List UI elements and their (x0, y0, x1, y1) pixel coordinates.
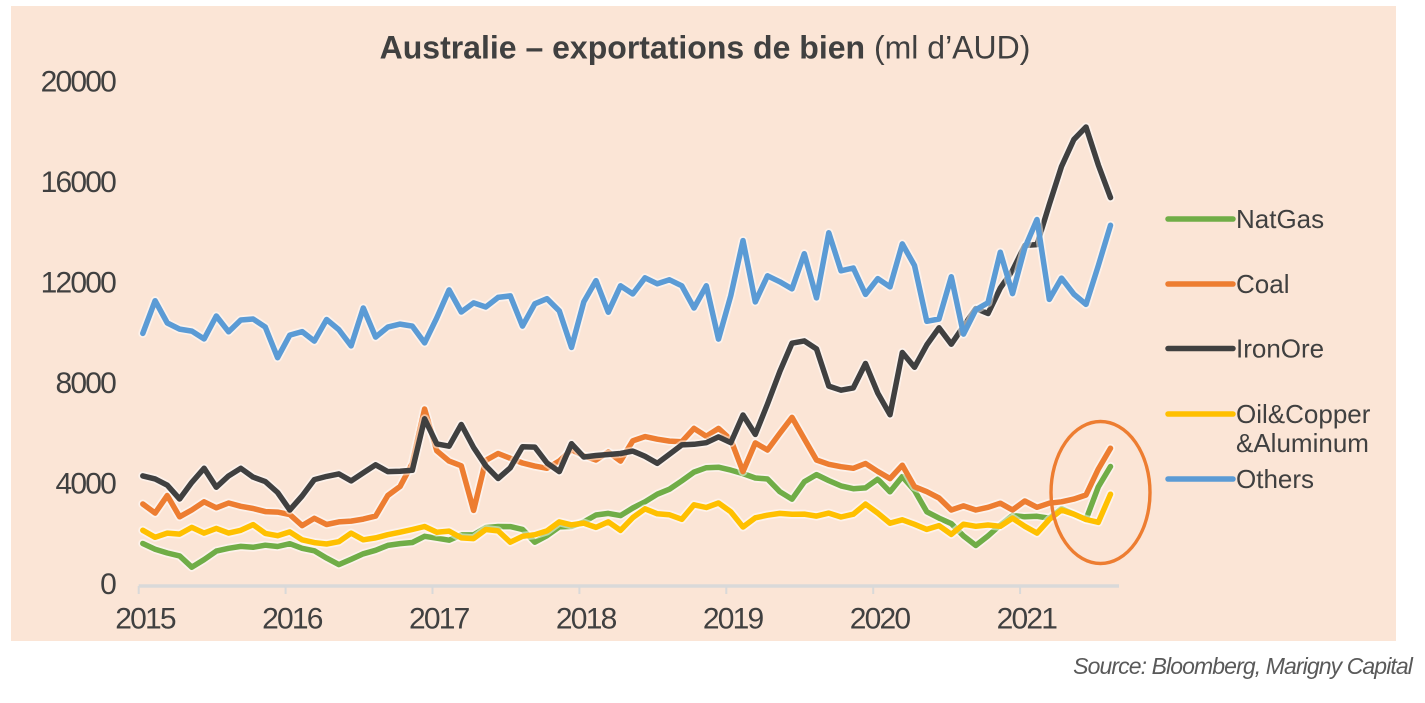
svg-text:2019: 2019 (703, 603, 764, 636)
svg-text:Others: Others (1236, 464, 1314, 494)
svg-text:8000: 8000 (55, 367, 116, 400)
svg-text:20000: 20000 (41, 66, 117, 99)
svg-text:2017: 2017 (409, 603, 470, 636)
svg-text:12000: 12000 (41, 267, 117, 300)
svg-text:NatGas: NatGas (1236, 204, 1324, 234)
svg-text:2021: 2021 (997, 603, 1058, 636)
svg-text:2018: 2018 (556, 603, 617, 636)
svg-text:&Aluminum: &Aluminum (1236, 428, 1369, 458)
svg-text:Oil&Copper: Oil&Copper (1236, 399, 1371, 429)
svg-text:2020: 2020 (850, 603, 911, 636)
svg-text:16000: 16000 (41, 166, 117, 199)
svg-text:2016: 2016 (262, 603, 323, 636)
svg-text:2015: 2015 (115, 603, 176, 636)
svg-text:Australie – exportations de bi: Australie – exportations de bien (ml d’A… (380, 30, 1031, 66)
svg-text:0: 0 (100, 568, 116, 601)
svg-text:IronOre: IronOre (1236, 334, 1324, 364)
svg-text:Coal: Coal (1236, 269, 1289, 299)
svg-text:Source: Bloomberg, Marigny Cap: Source: Bloomberg, Marigny Capital (1073, 653, 1414, 679)
svg-text:4000: 4000 (55, 468, 116, 501)
